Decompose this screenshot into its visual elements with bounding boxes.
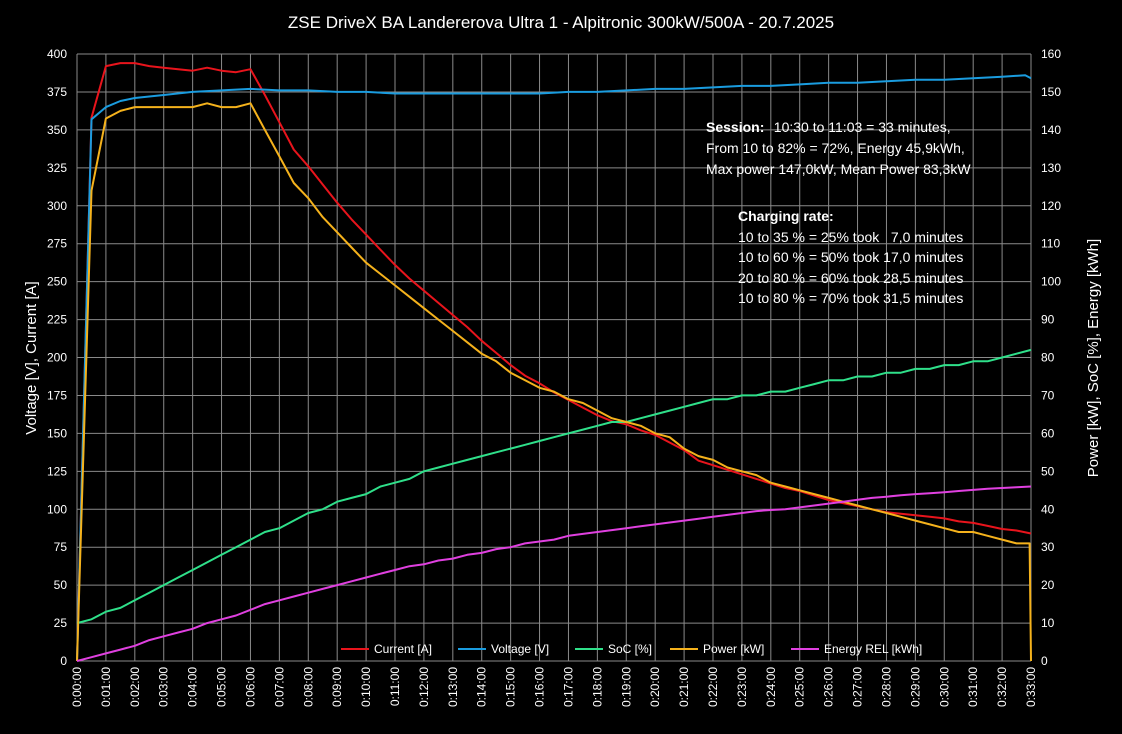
x-tick-label: 0:13:00	[446, 667, 460, 707]
y-right-tick-label: 10	[1041, 616, 1055, 630]
x-tick-label: 0:01:00	[99, 667, 113, 707]
y-left-tick-labels: 0 25 50 75 100 125 150 175 200 225 250 275 300 325 350…	[47, 47, 67, 668]
x-tick-label: 0:05:00	[215, 667, 229, 707]
y-right-tick-label: 110	[1041, 237, 1060, 251]
x-tick-label: 0:04:00	[186, 667, 200, 707]
x-tick-label: 0:02:00	[128, 667, 142, 707]
charging-rate-line-1: 10 to 35 % = 25% took 7,0 minutes	[738, 229, 963, 245]
y-left-tick-label: 275	[47, 237, 67, 251]
x-tick-label: 0:20:00	[648, 667, 662, 707]
x-tick-label: 0:29:00	[908, 667, 922, 707]
x-tick-label: 0:23:00	[735, 667, 749, 707]
session-line-1: 10:30 to 11:03 = 33 minutes,	[766, 119, 951, 135]
x-tick-label: 0:25:00	[793, 667, 807, 707]
y-left-tick-label: 400	[47, 47, 67, 61]
x-tick-label: 0:33:00	[1024, 667, 1038, 707]
x-tick-label: 0:27:00	[851, 667, 865, 707]
y-right-tick-labels: 0 10 20 30 40 50 60 70 80 90 100 110 120 130 140 150 160	[1041, 47, 1061, 668]
x-tick-label: 0:28:00	[879, 667, 893, 707]
x-tick-label: 0:00:00	[70, 667, 84, 707]
x-tick-labels: 0:00:00 0:01:00 0:02:00 0:03:00 0:04:00 0:05:…	[70, 667, 1038, 707]
y-right-tick-label: 0	[1041, 654, 1048, 668]
y-left-tick-label: 100	[47, 502, 67, 516]
x-tick-label: 0:21:00	[677, 667, 691, 707]
y-right-tick-label: 160	[1041, 47, 1061, 61]
x-tick-label: 0:14:00	[475, 667, 489, 707]
y-left-tick-label: 125	[47, 464, 67, 478]
legend-label: SoC [%]	[608, 642, 652, 656]
y-left-tick-label: 0	[60, 654, 67, 668]
x-tick-label: 0:19:00	[619, 667, 633, 707]
y-left-tick-label: 325	[47, 161, 67, 175]
y-right-tick-label: 90	[1041, 313, 1055, 327]
session-label: Session:	[706, 119, 764, 135]
x-tick-label: 0:17:00	[561, 667, 575, 707]
charging-rate-line-4: 10 to 80 % = 70% took 31,5 minutes	[738, 290, 963, 306]
legend-label: Voltage [V]	[491, 642, 549, 656]
series-line-soc	[76, 348, 1032, 625]
series-line-voltage	[76, 74, 1032, 662]
y-left-tick-label: 350	[47, 123, 67, 137]
y-right-tick-label: 50	[1041, 464, 1055, 478]
y-right-tick-label: 60	[1041, 426, 1055, 440]
series-line-energy-rel	[76, 485, 1032, 662]
y-right-tick-label: 100	[1041, 275, 1061, 289]
x-tick-label: 0:16:00	[533, 667, 547, 707]
x-tick-label: 0:07:00	[272, 667, 286, 707]
y-right-tick-label: 150	[1041, 85, 1061, 99]
x-tick-label: 0:08:00	[301, 667, 315, 707]
session-line-2: From 10 to 82% = 72%, Energy 45,9kWh,	[706, 140, 965, 156]
y-right-tick-label: 140	[1041, 123, 1061, 137]
y-left-tick-label: 75	[54, 540, 68, 554]
session-annotation: Session: 10:30 to 11:03 = 33 minutes, Fr…	[706, 119, 971, 177]
x-tick-label: 0:11:00	[388, 667, 402, 706]
y-left-tick-label: 50	[54, 578, 68, 592]
y-right-tick-label: 20	[1041, 578, 1055, 592]
y-right-tick-label: 30	[1041, 540, 1055, 554]
chart-title: ZSE DriveX BA Landererova Ultra 1 - Alpi…	[288, 13, 834, 32]
y-right-tick-label: 130	[1041, 161, 1061, 175]
x-tick-label: 0:10:00	[359, 667, 373, 707]
y-left-tick-label: 25	[54, 616, 68, 630]
x-tick-label: 0:30:00	[937, 667, 951, 707]
legend-label: Energy REL [kWh]	[824, 642, 922, 656]
y-left-tick-label: 200	[47, 351, 67, 365]
x-tick-label: 0:15:00	[504, 667, 518, 707]
charging-rate-line-2: 10 to 60 % = 50% took 17,0 minutes	[738, 249, 963, 265]
legend-label: Current [A]	[374, 642, 432, 656]
y-left-tick-label: 375	[47, 85, 67, 99]
x-tick-label: 0:18:00	[590, 667, 604, 707]
x-tick-label: 0:32:00	[995, 667, 1009, 707]
y-right-tick-label: 70	[1041, 388, 1055, 402]
x-tick-label: 0:03:00	[157, 667, 171, 707]
legend: Current [A] Voltage [V] SoC [%] Power [kW] E…	[341, 642, 922, 656]
y-right-tick-label: 80	[1041, 351, 1055, 365]
x-tick-label: 0:09:00	[330, 667, 344, 707]
session-line-3: Max power 147,0kW, Mean Power 83,3kW	[706, 161, 971, 177]
x-tick-label: 0:06:00	[243, 667, 257, 707]
y-left-tick-label: 150	[47, 426, 67, 440]
charging-rate-line-3: 20 to 80 % = 60% took 28,5 minutes	[738, 270, 963, 286]
x-tick-label: 0:31:00	[966, 667, 980, 707]
y-left-tick-label: 300	[47, 199, 67, 213]
y-right-axis-title: Power [kW], SoC [%], Energy [kWh]	[1085, 239, 1102, 477]
y-right-tick-label: 40	[1041, 502, 1055, 516]
x-tick-label: 0:26:00	[822, 667, 836, 707]
charging-rate-annotation: Charging rate: 10 to 35 % = 25% took 7,0…	[738, 208, 963, 306]
x-tick-label: 0:12:00	[417, 667, 431, 707]
series-line-power	[76, 102, 1032, 662]
charging-rate-label: Charging rate:	[738, 208, 834, 224]
y-left-tick-label: 175	[47, 388, 67, 402]
x-tick-label: 0:22:00	[706, 667, 720, 707]
legend-label: Power [kW]	[703, 642, 764, 656]
series-lines	[76, 62, 1032, 662]
y-left-tick-label: 250	[47, 275, 67, 289]
y-left-axis-title: Voltage [V], Current [A]	[23, 281, 40, 434]
x-tick-label: 0:24:00	[764, 667, 778, 707]
y-right-tick-label: 120	[1041, 199, 1061, 213]
y-left-tick-label: 225	[47, 313, 67, 327]
